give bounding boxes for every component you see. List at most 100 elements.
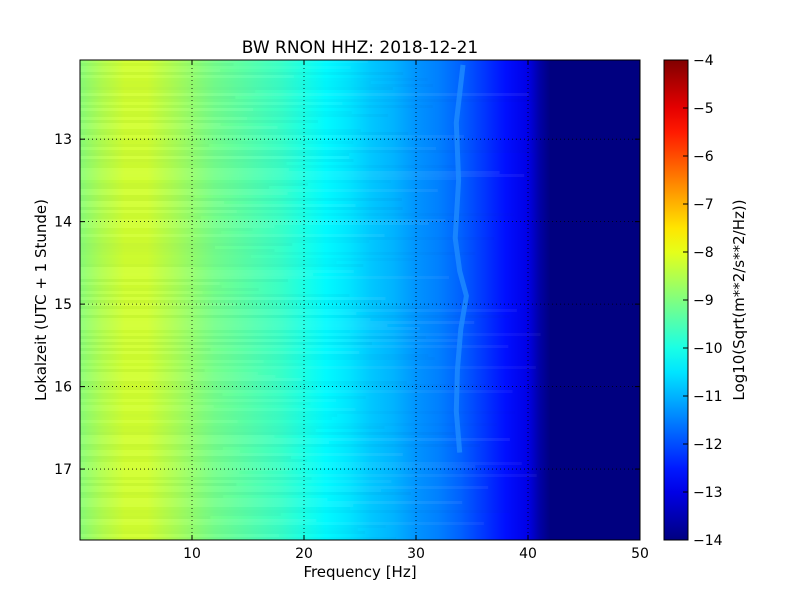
texture-row xyxy=(80,363,305,366)
texture-row xyxy=(80,294,350,297)
texture-row xyxy=(80,297,386,300)
texture-row xyxy=(80,498,328,501)
texture-row xyxy=(80,189,438,192)
colorbar-ticks: −4 −5 −6 −7 −8 −9 −10 −11 −12 −13 −14 xyxy=(683,53,723,549)
texture-row xyxy=(80,174,525,177)
texture-row xyxy=(80,504,354,507)
colorbar-tick-label: −4 xyxy=(693,53,714,69)
x-axis-label: Frequency [Hz] xyxy=(303,563,416,581)
texture-row xyxy=(80,336,426,339)
texture-row xyxy=(80,195,195,198)
texture-row xyxy=(80,240,369,243)
texture-row xyxy=(80,270,354,273)
texture-row xyxy=(80,234,385,237)
texture-row xyxy=(80,156,350,159)
texture-row xyxy=(80,486,489,489)
texture-row xyxy=(80,72,404,75)
texture-row xyxy=(80,168,289,171)
colorbar-tick-label: −10 xyxy=(693,341,723,357)
spectrogram-texture xyxy=(80,60,541,537)
x-tick-label: 40 xyxy=(519,546,537,562)
y-tick-label: 15 xyxy=(54,297,72,313)
texture-row xyxy=(80,228,253,231)
y-tick-label: 13 xyxy=(54,132,72,148)
texture-row xyxy=(80,438,510,441)
texture-row xyxy=(80,102,343,105)
texture-row xyxy=(80,372,258,375)
texture-row xyxy=(80,339,461,342)
texture-row xyxy=(80,456,291,459)
texture-row xyxy=(80,207,403,210)
texture-row xyxy=(80,534,279,537)
texture-row xyxy=(80,462,522,465)
texture-row xyxy=(80,417,332,420)
x-axis: 10 20 30 40 50 xyxy=(183,60,649,562)
texture-row xyxy=(80,99,535,102)
plot-frame xyxy=(79,59,641,541)
texture-row xyxy=(80,477,312,480)
x-tick-label: 50 xyxy=(631,546,649,562)
texture-row xyxy=(80,432,455,435)
texture-row xyxy=(80,129,361,132)
texture-row xyxy=(80,351,360,354)
texture-row xyxy=(80,342,372,345)
spectrogram-background xyxy=(80,60,640,540)
texture-row xyxy=(80,198,402,201)
texture-row xyxy=(80,459,307,462)
texture-row xyxy=(80,396,366,399)
texture-row xyxy=(80,399,337,402)
colorbar-tick-label: −11 xyxy=(693,389,723,405)
texture-row xyxy=(80,321,475,324)
spectral-line xyxy=(452,64,469,453)
texture-row xyxy=(80,213,513,216)
texture-row xyxy=(80,180,391,183)
texture-row xyxy=(80,135,464,138)
texture-row xyxy=(80,273,314,276)
texture-row xyxy=(80,318,371,321)
texture-row xyxy=(80,147,436,150)
texture-row xyxy=(80,426,384,429)
texture-row xyxy=(80,210,237,213)
x-tick-label: 30 xyxy=(407,546,425,562)
texture-row xyxy=(80,243,293,246)
texture-row xyxy=(80,177,460,180)
texture-row xyxy=(80,429,316,432)
texture-row xyxy=(80,366,536,369)
texture-row xyxy=(80,75,294,78)
texture-row xyxy=(80,216,201,219)
texture-row xyxy=(80,162,287,165)
texture-row xyxy=(80,393,223,396)
texture-row xyxy=(80,312,357,315)
texture-row xyxy=(80,468,291,471)
texture-row xyxy=(80,405,214,408)
texture-row xyxy=(80,522,484,525)
texture-row xyxy=(80,282,220,285)
colorbar-tick-label: −13 xyxy=(693,485,723,501)
y-tick-label: 17 xyxy=(54,462,72,478)
texture-row xyxy=(80,144,210,147)
colorbar-label: Log10(Sqrt(m**2/s**2/Hz)) xyxy=(730,199,748,400)
colorbar-tick-label: −8 xyxy=(693,245,714,261)
texture-row xyxy=(80,114,388,117)
y-tick-label: 14 xyxy=(54,215,72,231)
x-tick-label: 20 xyxy=(295,546,313,562)
texture-row xyxy=(80,141,353,144)
spectral-line-path xyxy=(452,64,469,453)
texture-row xyxy=(80,237,494,240)
texture-row xyxy=(80,186,270,189)
texture-row xyxy=(80,183,308,186)
texture-row xyxy=(80,69,221,72)
texture-row xyxy=(80,78,428,81)
texture-row xyxy=(80,204,356,207)
texture-row xyxy=(80,171,500,174)
texture-row xyxy=(80,369,205,372)
texture-row xyxy=(80,531,365,534)
grid xyxy=(80,60,640,540)
texture-row xyxy=(80,123,221,126)
texture-row xyxy=(80,483,237,486)
texture-row xyxy=(80,402,311,405)
y-axis-label: Lokalzeit (UTC + 1 Stunde) xyxy=(32,199,50,401)
texture-row xyxy=(80,423,497,426)
texture-row xyxy=(80,63,233,66)
